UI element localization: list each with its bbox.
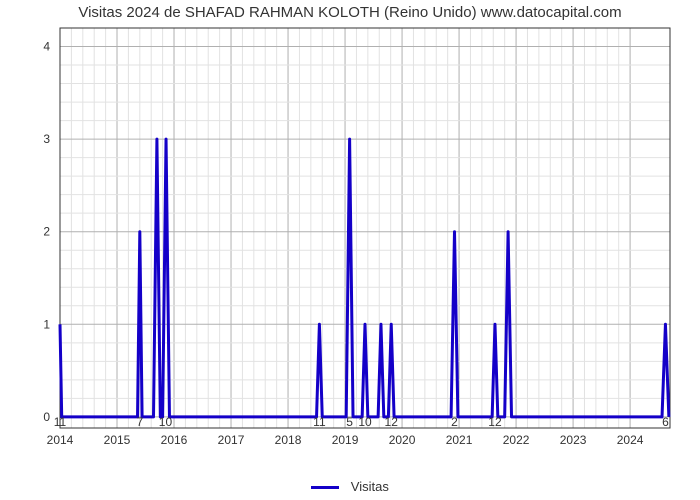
svg-text:2019: 2019 <box>332 433 359 447</box>
svg-text:7: 7 <box>136 415 143 429</box>
svg-text:2020: 2020 <box>389 433 416 447</box>
svg-text:2023: 2023 <box>560 433 587 447</box>
svg-text:2024: 2024 <box>617 433 644 447</box>
svg-text:10: 10 <box>159 415 173 429</box>
svg-text:2017: 2017 <box>218 433 245 447</box>
legend-label: Visitas <box>351 479 389 494</box>
svg-text:5: 5 <box>346 415 353 429</box>
svg-text:6: 6 <box>662 415 669 429</box>
svg-text:4: 4 <box>43 40 50 54</box>
svg-text:2: 2 <box>43 225 50 239</box>
svg-text:2021: 2021 <box>446 433 473 447</box>
svg-text:3: 3 <box>43 132 50 146</box>
svg-text:2018: 2018 <box>275 433 302 447</box>
svg-text:1: 1 <box>43 317 50 331</box>
svg-text:12: 12 <box>385 415 399 429</box>
line-chart: 2014201520162017201820192020202120222023… <box>0 0 700 500</box>
svg-text:11: 11 <box>313 415 326 429</box>
svg-text:2016: 2016 <box>161 433 188 447</box>
legend-swatch <box>311 486 339 489</box>
svg-text:0: 0 <box>43 410 50 424</box>
svg-text:2022: 2022 <box>503 433 530 447</box>
svg-text:2015: 2015 <box>104 433 131 447</box>
svg-text:10: 10 <box>358 415 372 429</box>
legend: Visitas <box>0 479 700 494</box>
svg-text:11: 11 <box>54 415 67 429</box>
svg-text:2: 2 <box>451 415 458 429</box>
svg-text:2014: 2014 <box>47 433 74 447</box>
svg-text:12: 12 <box>488 415 502 429</box>
